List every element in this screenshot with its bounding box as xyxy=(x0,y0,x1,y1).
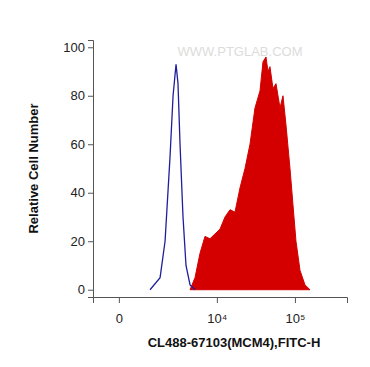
x-tick: 10⁵ xyxy=(285,297,305,326)
y-tick: 0 xyxy=(78,282,93,297)
x-tick: 0 xyxy=(116,297,123,326)
x-tick-label: 10⁵ xyxy=(285,311,305,326)
x-axis-title: CL488-67103(MCM4),FITC-H xyxy=(148,335,321,350)
x-tick-mark xyxy=(295,297,296,303)
y-tick-label: 80 xyxy=(71,88,85,103)
x-tick: 10⁴ xyxy=(207,297,227,326)
y-tick-label: 0 xyxy=(78,282,85,297)
y-tick-label: 60 xyxy=(71,137,85,152)
y-tick-mark xyxy=(88,193,93,194)
y-tick-label: 20 xyxy=(71,234,85,249)
x-axis: 0 10⁴ 10⁵ xyxy=(94,297,348,326)
watermark: WWW.PTGLAB.COM xyxy=(178,44,303,59)
y-tick-mark xyxy=(88,144,93,145)
chart: WWW.PTGLAB.COM 0 20 40 60 80 100 0 10⁴ 10⁵ Relativ… xyxy=(0,0,370,367)
x-tick-label: 10⁴ xyxy=(207,311,227,326)
y-tick-mark xyxy=(88,290,93,291)
y-tick: 40 xyxy=(71,185,93,200)
y-tick-mark xyxy=(88,96,93,97)
x-tick-mark xyxy=(217,297,218,303)
y-tick: 100 xyxy=(63,40,93,55)
x-axis-line xyxy=(94,298,348,304)
x-tick-label: 0 xyxy=(116,311,123,326)
y-tick-mark xyxy=(88,47,93,48)
y-tick: 60 xyxy=(71,137,93,152)
y-axis-line xyxy=(88,41,94,298)
y-tick-label: 40 xyxy=(71,185,85,200)
y-tick-label: 100 xyxy=(63,40,85,55)
plot-marks xyxy=(150,57,310,290)
histogram-area xyxy=(190,57,310,290)
y-tick: 80 xyxy=(71,88,93,103)
y-axis-title: Relative Cell Number xyxy=(26,103,41,233)
y-tick-mark xyxy=(88,241,93,242)
x-tick-mark xyxy=(119,297,120,303)
y-tick: 20 xyxy=(71,234,93,249)
y-axis: 0 20 40 60 80 100 xyxy=(63,40,93,298)
histogram-line xyxy=(150,64,195,289)
